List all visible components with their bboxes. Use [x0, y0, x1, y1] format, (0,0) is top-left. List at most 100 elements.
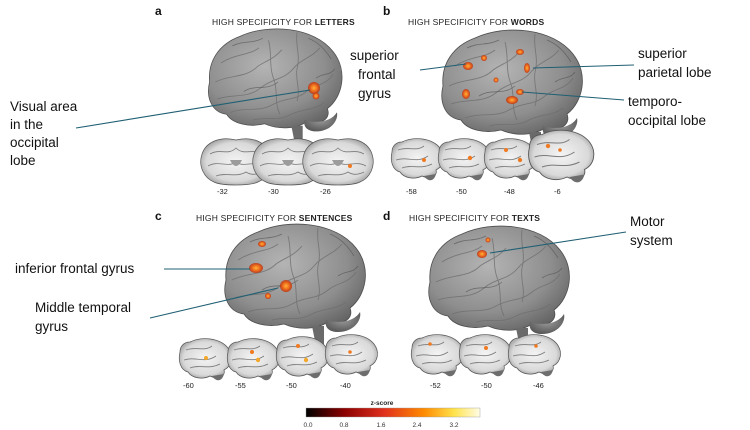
annotation-line: Motor: [630, 214, 665, 229]
slice-label: -52: [430, 381, 441, 390]
annotation-inferior-frontal-gyrus: inferior frontal gyrus: [15, 261, 250, 276]
annotation-line: gyrus: [358, 86, 391, 101]
slice-activation: [484, 346, 488, 350]
slice-label: -48: [504, 187, 515, 196]
slice-activation: [250, 350, 254, 354]
panel-letter: c: [155, 209, 162, 223]
slice-label: -50: [481, 381, 492, 390]
slice-activation: [422, 158, 426, 162]
annotation-line: superior: [638, 46, 687, 61]
annotation-line: gyrus: [35, 319, 68, 334]
slice-label: -60: [183, 381, 194, 390]
slice-row: -58 -50 -48 -6: [390, 129, 595, 196]
slice-activation: [504, 148, 508, 152]
activation-blob: [524, 63, 530, 73]
annotation-line: in the: [10, 117, 43, 132]
annotation-superior-frontal-gyrus: superior frontal gyrus: [350, 48, 467, 101]
slice-activation: [545, 143, 551, 149]
colorbar-gradient: [305, 407, 481, 418]
annotation-middle-temporal-gyrus: Middle temporal gyrus: [35, 287, 279, 334]
activation-blob: [516, 49, 524, 55]
panel-title: HIGH SPECIFICITY FOR SENTENCES: [196, 213, 353, 223]
slice-activation: [348, 350, 352, 354]
annotation-motor-system: Motor system: [489, 214, 673, 254]
slice-label: -58: [406, 187, 417, 196]
leader-line: [532, 64, 635, 69]
panel-title-prefix: HIGH SPECIFICITY FOR: [408, 17, 511, 27]
annotation-line: frontal: [358, 67, 396, 82]
panel-title-bold: WORDS: [511, 17, 545, 27]
slice-row: -32 -30 -26: [200, 138, 374, 196]
panel-letter: a: [155, 4, 162, 18]
slice-activation: [534, 344, 538, 348]
panel-title: HIGH SPECIFICITY FOR WORDS: [408, 17, 544, 27]
colorbar-tick: 0.0: [303, 422, 312, 429]
panel-title-prefix: HIGH SPECIFICITY FOR: [409, 213, 512, 223]
slice-row: -60 -55 -50 -40: [178, 334, 378, 390]
activation-blob: [481, 55, 487, 61]
annotation-line: inferior frontal gyrus: [15, 261, 135, 276]
brain-render: [207, 28, 343, 146]
slice-label: -26: [320, 187, 331, 196]
slice-label: -55: [235, 381, 246, 390]
annotation-line: occipital lobe: [628, 113, 706, 128]
slice-label: -30: [268, 187, 279, 196]
activation-blob: [249, 263, 263, 273]
panel-title-bold: SENTENCES: [299, 213, 353, 223]
panel-d: d HIGH SPECIFICITY FOR TEXTS Motor syste…: [383, 209, 673, 390]
activation-blob: [265, 293, 271, 299]
slice-activation: [558, 148, 562, 152]
slice-activation: [204, 356, 208, 360]
annotation-line: Visual area: [10, 99, 78, 114]
slice-activation: [428, 342, 432, 346]
slice-label: -32: [217, 187, 228, 196]
slice-activation: [296, 344, 300, 348]
panel-letter: d: [383, 209, 390, 223]
panel-title: HIGH SPECIFICITY FOR TEXTS: [409, 213, 540, 223]
slice-activation: [303, 357, 309, 363]
annotation-superior-parietal-lobe: superior parietal lobe: [532, 46, 712, 80]
activation-blob: [280, 280, 292, 292]
annotation-line: system: [630, 233, 673, 248]
leader-line: [75, 89, 311, 129]
panel-title: HIGH SPECIFICITY FOR LETTERS: [212, 17, 355, 27]
leader-line: [521, 91, 625, 101]
activation-blob: [477, 250, 487, 258]
activation-blob: [506, 96, 518, 104]
colorbar-tick: 3.2: [449, 422, 458, 429]
annotation-line: occipital: [10, 135, 59, 150]
annotation-line: parietal lobe: [638, 65, 712, 80]
colorbar-tick: 0.8: [339, 422, 348, 429]
annotation-temporo-occipital-lobe: temporo- occipital lobe: [521, 91, 706, 128]
slice-label: -6: [554, 187, 561, 196]
activation-blob: [516, 89, 524, 95]
annotation-line: temporo-: [628, 94, 682, 109]
panel-title-prefix: HIGH SPECIFICITY FOR: [196, 213, 299, 223]
activation-blob: [308, 82, 320, 94]
slice-label: -46: [533, 381, 544, 390]
panel-title-bold: TEXTS: [512, 213, 541, 223]
brain-render: [224, 223, 366, 347]
leader-line: [489, 231, 627, 254]
slice-label: -50: [286, 381, 297, 390]
slice-activation: [517, 157, 523, 163]
annotation-line: superior: [350, 48, 399, 63]
slice-activation: [348, 164, 352, 168]
activation-blob: [493, 77, 499, 83]
leader-line: [149, 287, 279, 319]
panel-title-prefix: HIGH SPECIFICITY FOR: [212, 17, 315, 27]
leader-line: [419, 63, 467, 71]
panel-c: c HIGH SPECIFICITY FOR SENTENCES inferio…: [15, 209, 378, 390]
slice-label: -50: [456, 187, 467, 196]
colorbar-tick: 1.6: [376, 422, 385, 429]
colorbar-tick: 2.4: [412, 422, 421, 429]
annotation-line: lobe: [10, 153, 36, 168]
activation-blob: [463, 62, 473, 70]
slice-row: -52 -50 -46: [410, 334, 561, 390]
annotation-visual-area: Visual area in the occipital lobe: [10, 89, 311, 168]
slice-label: -40: [340, 381, 351, 390]
activation-blob: [462, 89, 470, 99]
activation-blob: [312, 92, 320, 100]
slice-activation: [255, 357, 261, 363]
